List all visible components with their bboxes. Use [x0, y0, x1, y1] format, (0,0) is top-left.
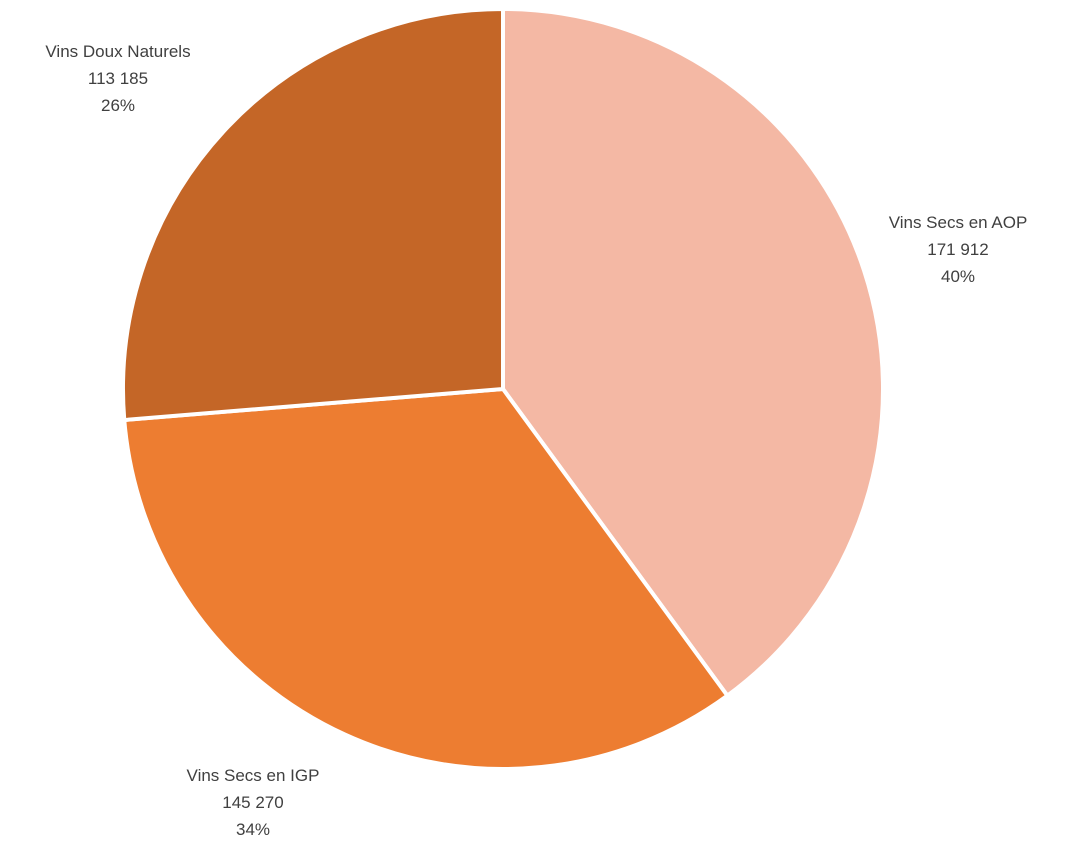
slice-name: Vins Secs en IGP — [186, 766, 320, 785]
slice-label-vdn: Vins Doux Naturels 113 185 26% — [28, 38, 208, 119]
slice-name: Vins Secs en AOP — [888, 213, 1028, 232]
pie-slices — [121, 7, 885, 771]
slice-percent: 40% — [940, 267, 976, 286]
slice-value: 171 912 — [927, 240, 989, 259]
slice-name: Vins Doux Naturels — [45, 42, 191, 61]
pie-slice-vdn — [121, 7, 505, 422]
pie-slice-igp — [122, 387, 730, 771]
slice-label-igp: Vins Secs en IGP 145 270 34% — [158, 762, 348, 843]
slice-value: 145 270 — [222, 793, 284, 812]
slice-value: 113 185 — [87, 69, 149, 88]
slice-percent: 26% — [100, 96, 136, 115]
slice-label-aop: Vins Secs en AOP 171 912 40% — [868, 209, 1048, 290]
pie-slice-aop — [501, 7, 885, 698]
slice-percent: 34% — [235, 820, 271, 839]
